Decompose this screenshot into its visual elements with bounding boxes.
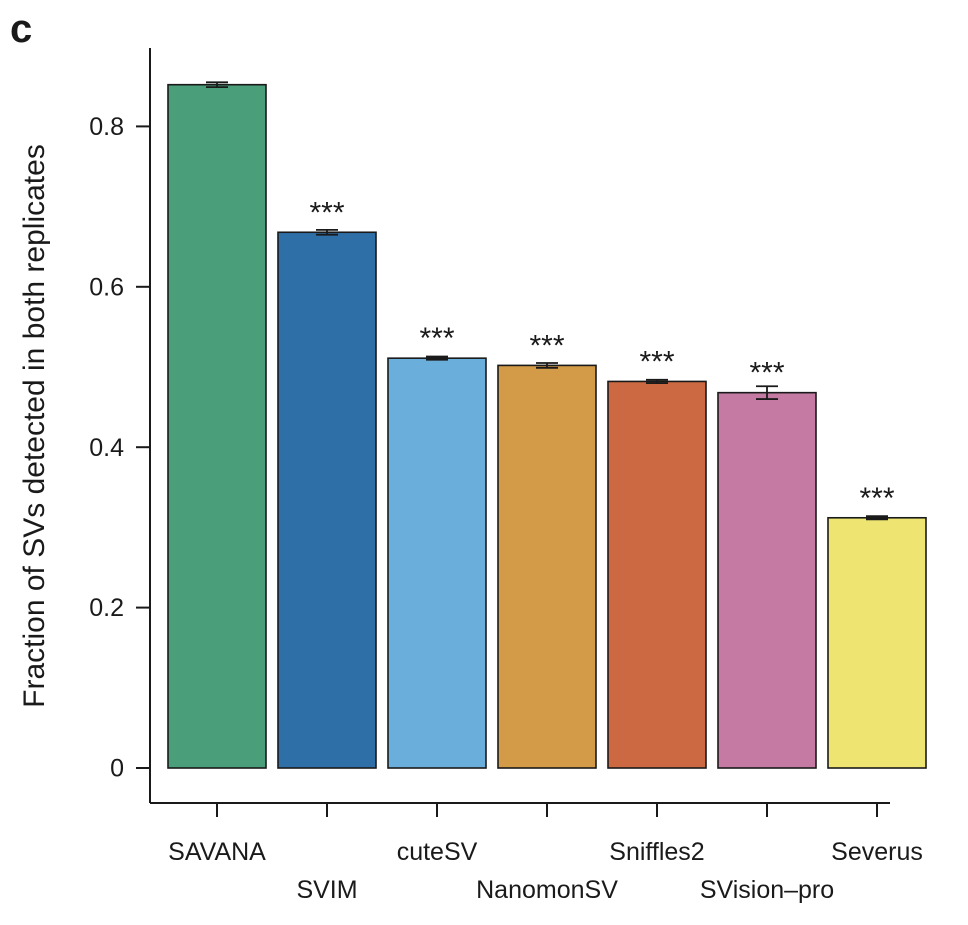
error-bar xyxy=(866,515,888,521)
y-tick-label: 0.6 xyxy=(89,273,124,301)
y-tick-label: 0.8 xyxy=(89,113,124,141)
panel-label: c xyxy=(10,7,32,51)
error-bar xyxy=(756,385,778,400)
significance-label: *** xyxy=(639,345,674,378)
error-bar xyxy=(206,81,228,89)
x-tick-label: NanomonSV xyxy=(476,876,618,904)
bars: *** *** *** *** *** *** xyxy=(167,81,927,769)
significance-label: *** xyxy=(529,329,564,362)
x-tick-label: SVision–pro xyxy=(700,876,834,904)
x-tick-label: SAVANA xyxy=(168,838,266,866)
bar-svim xyxy=(277,231,377,769)
bar-nanomonsv xyxy=(497,364,597,769)
x-tick-label: Sniffles2 xyxy=(609,838,704,866)
x-tick-label: Severus xyxy=(831,838,923,866)
x-tick-label: SVIM xyxy=(296,876,357,904)
error-bar xyxy=(646,378,668,384)
bar-cutesv xyxy=(387,357,487,769)
significance-label: *** xyxy=(749,357,784,390)
y-axis-label: Fraction of SVs detected in both replica… xyxy=(18,144,51,708)
bar-savana xyxy=(167,83,267,769)
y-tick-label: 0.4 xyxy=(89,434,124,462)
significance-label: *** xyxy=(859,482,894,515)
error-bar xyxy=(536,362,558,369)
x-tick-labels: SAVANA SVIM cuteSV NanomonSV Sniffles2 SVisio… xyxy=(168,838,923,904)
bar-sniffles2 xyxy=(607,380,707,769)
x-tick-label: cuteSV xyxy=(397,838,478,866)
bar-severus xyxy=(827,516,927,769)
significance-label: *** xyxy=(419,322,454,355)
significance-label: *** xyxy=(309,196,344,229)
error-bar xyxy=(426,355,448,361)
bar-svision-pro xyxy=(717,391,817,769)
y-tick-label: 0.2 xyxy=(89,594,124,622)
axes: 0 0.2 0.4 0.6 0.8 xyxy=(89,48,890,817)
error-bar xyxy=(316,228,338,236)
y-tick-label: 0 xyxy=(110,755,124,783)
